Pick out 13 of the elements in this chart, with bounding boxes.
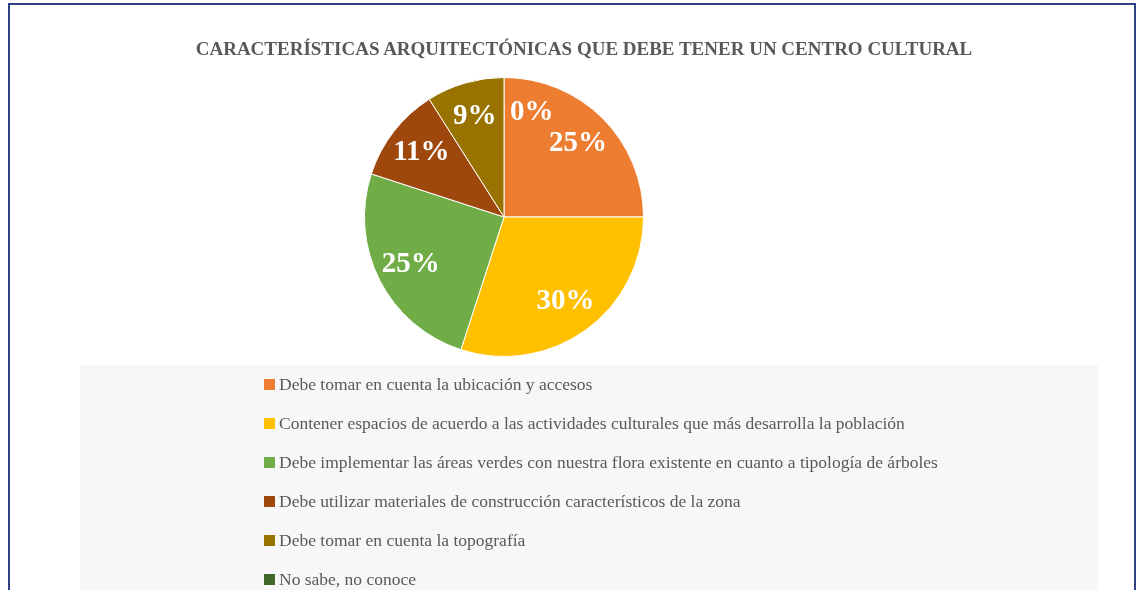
data-label: 11% — [393, 134, 450, 167]
legend-label: Debe implementar las áreas verdes con nuestra flora existente en cuanto a tipología de árboles — [279, 451, 938, 474]
data-label: 25% — [381, 245, 440, 278]
chart-title: CARACTERÍSTICAS ARQUITECTÓNICAS QUE DEBE TENER UN CENTRO CULTURAL — [195, 37, 973, 59]
data-label: 30% — [536, 283, 595, 316]
text: 0% — [510, 93, 554, 126]
data-label: 25% — [548, 124, 607, 157]
legend-label: Debe utilizar materiales de construcción característicos de la zona — [279, 490, 741, 513]
legend-label: Debe tomar en cuenta la topografía — [279, 529, 526, 552]
legend-label: Debe tomar en cuenta la ubicación y accesos — [279, 373, 593, 396]
legend-label: No sabe, no conoce — [279, 568, 417, 590]
data-label: 9% — [453, 98, 497, 131]
legend-label: Contener espacios de acuerdo a las actividades culturales que más desarrolla la población — [279, 412, 905, 435]
